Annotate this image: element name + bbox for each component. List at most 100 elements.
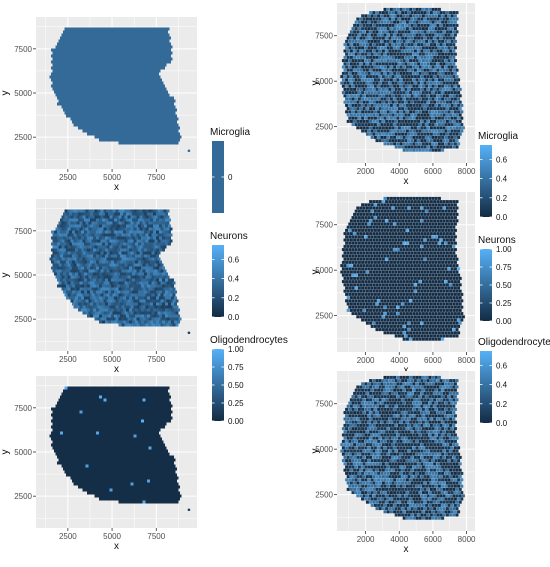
spot: [87, 120, 90, 124]
spot: [69, 30, 72, 34]
spot: [153, 284, 156, 288]
spot: [425, 39, 429, 43]
spot: [123, 485, 126, 489]
spot: [162, 485, 165, 489]
spot: [115, 440, 119, 444]
spot: [115, 275, 119, 279]
spot: [132, 254, 135, 258]
spot: [121, 81, 125, 85]
spot: [63, 48, 66, 52]
spot: [70, 51, 74, 55]
spot: [417, 62, 421, 66]
spot: [103, 233, 107, 237]
spot: [91, 245, 95, 249]
spot: [145, 323, 149, 327]
spot: [129, 66, 132, 70]
spot: [452, 62, 456, 66]
spot: [105, 102, 108, 106]
spot: [117, 449, 120, 453]
spot: [141, 425, 144, 429]
spot: [97, 446, 101, 450]
spot: [126, 443, 129, 447]
spot: [105, 320, 108, 324]
spot: [150, 431, 153, 435]
spot: [154, 75, 158, 79]
spot: [61, 81, 65, 85]
spot: [160, 215, 164, 219]
spot: [163, 398, 167, 402]
spot: [153, 413, 156, 417]
spot: [88, 117, 92, 121]
spot: [444, 59, 448, 63]
spot: [66, 266, 69, 270]
spot: [73, 209, 77, 213]
spot: [109, 305, 113, 309]
spot: [171, 126, 174, 130]
spot: [157, 33, 161, 37]
spot: [79, 123, 83, 127]
spot: [154, 27, 158, 31]
spot: [52, 422, 56, 426]
legend-tick-label: 1.00: [228, 345, 244, 354]
spot: [145, 245, 149, 249]
spot: [102, 443, 105, 447]
spot: [90, 473, 93, 477]
spot: [148, 129, 152, 133]
spot: [111, 437, 114, 441]
spot: [393, 7, 397, 11]
spot: [67, 464, 71, 468]
spot: [114, 42, 117, 46]
spot: [58, 233, 62, 237]
spot: [88, 99, 92, 103]
spot: [91, 452, 95, 456]
spot: [154, 135, 158, 139]
spot: [87, 485, 90, 489]
spot: [69, 260, 72, 264]
spot: [82, 464, 86, 468]
spot: [94, 398, 98, 402]
spot: [118, 233, 122, 237]
spot: [413, 11, 417, 15]
spot: [121, 209, 125, 213]
spot: [138, 242, 141, 246]
spot: [138, 48, 141, 52]
spot: [69, 102, 72, 106]
spot: [73, 452, 77, 456]
spot: [57, 236, 60, 240]
spot: [61, 45, 65, 49]
spot: [97, 398, 101, 402]
spot: [69, 254, 72, 258]
spot: [117, 479, 120, 483]
spot: [81, 48, 84, 52]
spot: [96, 132, 99, 136]
spot: [129, 132, 132, 136]
spot: [165, 42, 168, 46]
spot: [90, 479, 93, 483]
spot: [100, 39, 104, 43]
spot: [145, 287, 149, 291]
spot: [163, 410, 167, 414]
spot: [121, 227, 125, 231]
spot: [145, 69, 149, 73]
spot: [64, 434, 68, 438]
spot: [94, 452, 98, 456]
spot: [73, 93, 77, 97]
spot: [166, 299, 170, 303]
spot: [133, 141, 137, 145]
spot: [97, 392, 101, 396]
spot: [127, 227, 131, 231]
spot: [70, 410, 74, 414]
spot: [75, 236, 78, 240]
spot: [156, 407, 159, 411]
spot: [88, 33, 92, 37]
spot: [88, 257, 92, 261]
spot: [63, 407, 66, 411]
spot: [135, 48, 138, 52]
spot: [135, 78, 138, 82]
spot: [55, 422, 59, 426]
spot: [127, 494, 131, 498]
spot: [162, 36, 165, 40]
spot: [64, 293, 68, 297]
spot: [120, 242, 123, 246]
spot: [88, 428, 92, 432]
